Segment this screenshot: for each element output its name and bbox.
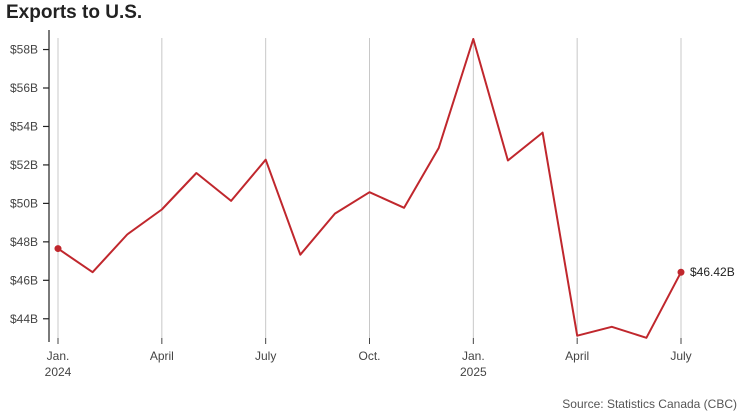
data-point [368, 190, 372, 194]
x-tick-label: April [150, 349, 174, 363]
gridlines [57, 38, 682, 338]
data-point [229, 199, 233, 203]
x-tick-label: July [255, 349, 276, 363]
data-point [610, 325, 614, 329]
data-point [194, 171, 198, 175]
data-point [437, 146, 441, 150]
y-tick-label: $46B [10, 273, 38, 287]
data-point [506, 159, 510, 163]
x-tick-label: Oct. [358, 349, 380, 363]
chart-title: Exports to U.S. [6, 2, 143, 23]
y-tick-label: $54B [10, 119, 38, 133]
data-point [541, 131, 545, 135]
y-axis: $44B $46B $48B $50B $52B $54B $56B $58B [10, 30, 50, 342]
data-point [298, 253, 302, 257]
source-note: Source: Statistics Canada (CBC) [562, 397, 737, 411]
data-point [644, 336, 648, 340]
y-tick-label: $48B [10, 235, 38, 249]
x-tick-label: July [670, 349, 691, 363]
data-point [575, 334, 579, 338]
x-tick-label: April [565, 349, 589, 363]
x-tick-label: Jan. [47, 349, 70, 363]
end-value-label: $46.42B [690, 265, 735, 279]
series: $46.42B [54, 37, 735, 340]
data-point [91, 270, 95, 274]
data-point [677, 268, 685, 276]
y-tick-label: $50B [10, 196, 38, 210]
y-tick-label: $58B [10, 43, 38, 57]
data-point [471, 37, 475, 41]
data-point [264, 158, 268, 162]
data-point [402, 206, 406, 210]
y-tick-label: $56B [10, 81, 38, 95]
series-line-exports [57, 38, 682, 339]
data-point [125, 233, 129, 237]
y-tick-label: $44B [10, 312, 38, 326]
x-axis: Jan. 2024 April July Oct. Jan. 2025 April July [45, 338, 692, 379]
data-point [333, 212, 337, 216]
y-tick-label: $52B [10, 158, 38, 172]
data-point [54, 245, 62, 253]
data-point [160, 208, 164, 212]
x-tick-label: Jan. [462, 349, 485, 363]
x-tick-year-label: 2025 [460, 365, 487, 379]
x-tick-year-label: 2024 [45, 365, 72, 379]
